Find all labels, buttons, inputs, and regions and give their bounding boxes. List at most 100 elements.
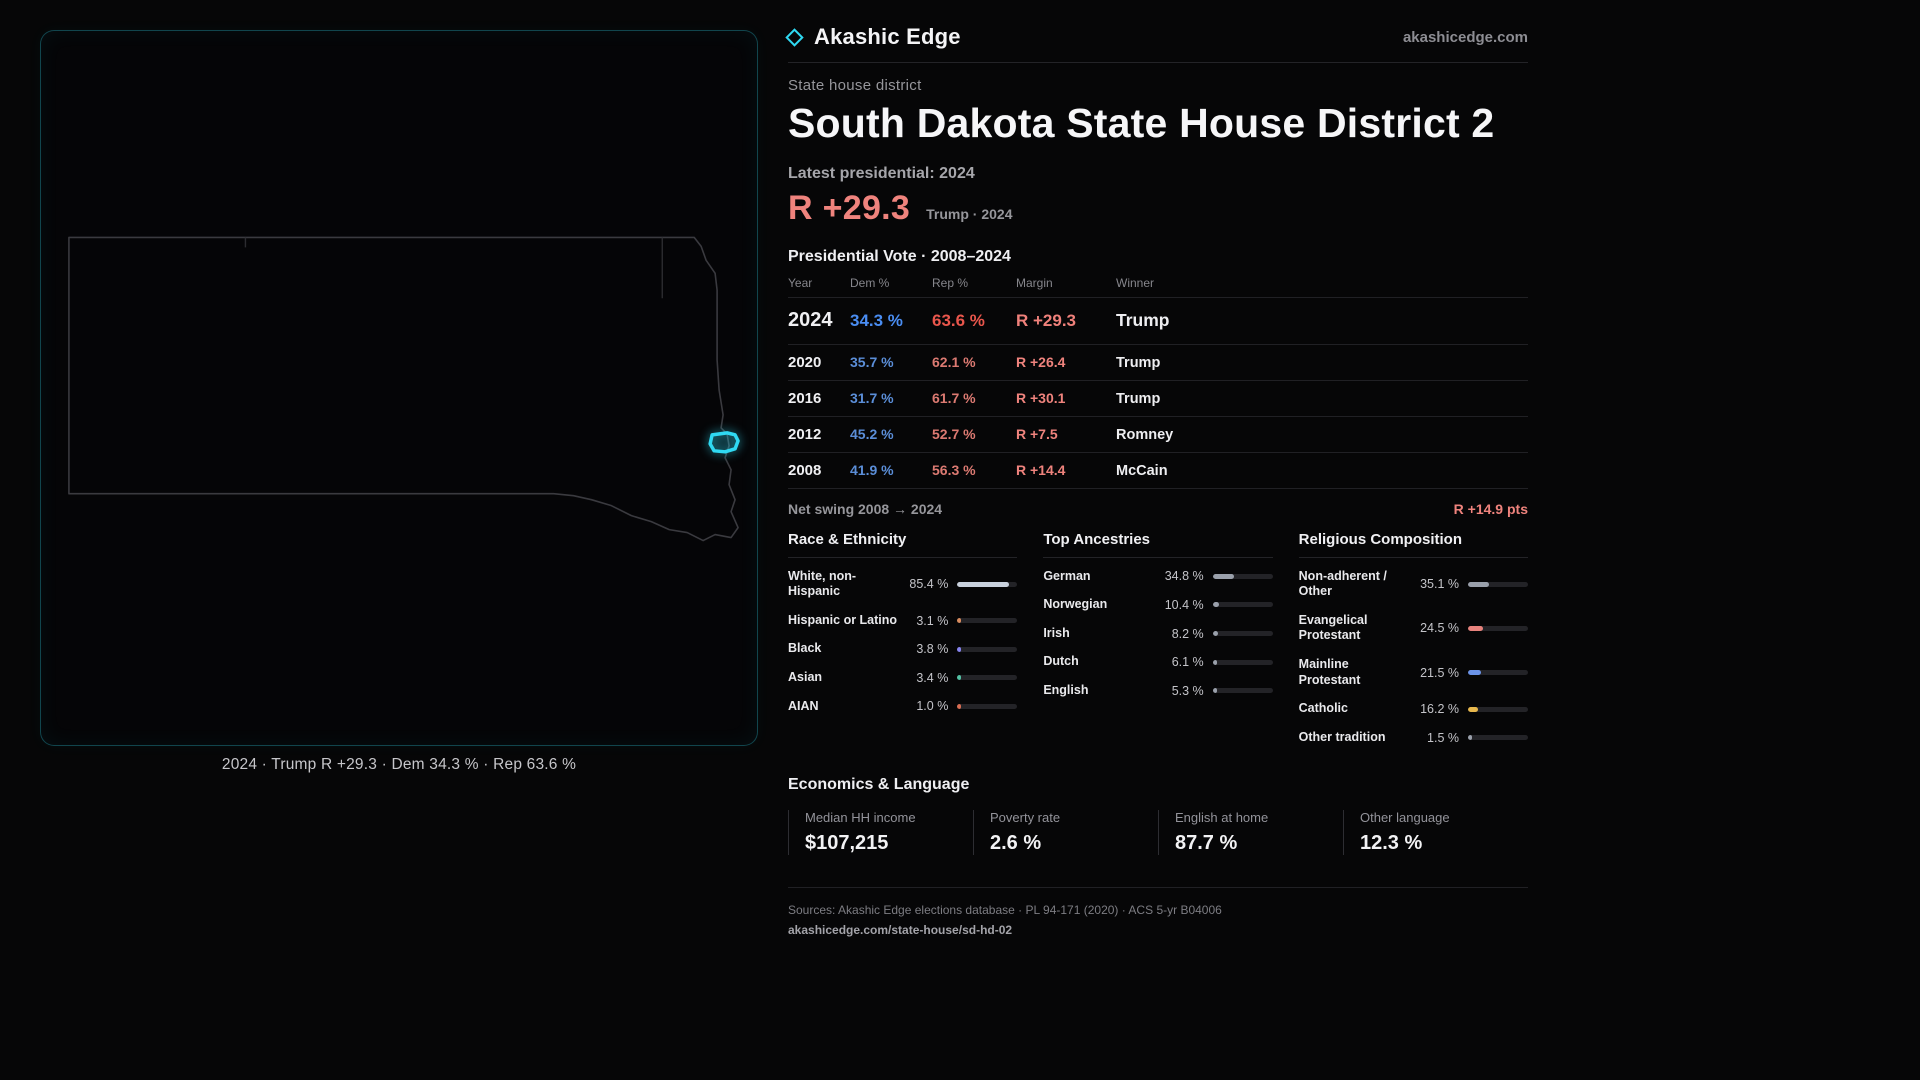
demo-value: 21.5 % [1420,665,1459,680]
demo-label: Hispanic or Latino [788,612,898,627]
winner-cell: Trump [1116,391,1161,407]
stat-value: 12.3 % [1360,832,1423,854]
winner-cell: McCain [1116,463,1168,479]
demo-bar-fill [1467,670,1481,676]
demo-bar [1467,735,1528,741]
brand: Akashic Edge [785,24,961,50]
footer: Sources: Akashic Edge elections database… [788,887,1528,937]
stat-label: Poverty rate [990,810,1061,825]
stat-value: $107,215 [805,832,889,854]
stat-median-hh-income: Median HH income $107,215 [788,810,973,855]
net-swing-value: R +14.9 pts [1453,501,1528,517]
site-link[interactable]: akashicedge.com [1402,28,1528,46]
headline-margin: R +29.3 [788,189,911,227]
kicker: State house district [788,77,922,94]
stat-poverty-rate: Poverty rate 2.6 % [973,810,1158,855]
brand-header: Akashic Edge akashicedge.com [785,24,1528,63]
demo-bar [1212,688,1273,694]
demo-bar-fill [1467,581,1490,587]
demo-bar [957,703,1018,709]
net-swing-label: Net swing 2008 → 2024 [788,501,943,517]
col-margin: Margin [1016,276,1053,290]
sources-line: Sources: Akashic Edge elections database… [788,903,1222,917]
stat-label: Median HH income [805,810,916,825]
diamond-logo-icon [785,27,804,47]
table-row-2012: 2012 45.2 % 52.7 % R +7.5 Romney [788,416,1528,452]
demo-value: 85.4 % [909,577,949,592]
demo-label: Norwegian [1043,597,1108,612]
demo-bar-fill [1212,573,1234,579]
winner-cell: Trump [1116,310,1170,330]
demo-label: White, non-Hispanic [788,568,857,599]
demo-bar-fill [957,618,962,624]
religion-rows: Non-adherent / Other 35.1 % Evangelical … [1299,562,1528,752]
demo-bar-fill [957,675,962,681]
headline-margin-row: R +29.3 Trump · 2024 [788,189,1528,228]
year-cell: 2012 [788,426,822,443]
headline-margin-note: Trump · 2024 [926,206,1013,222]
demo-value: 16.2 % [1420,702,1459,717]
demo-value: 3.4 % [916,670,949,685]
vote-table: Year Dem % Rep % Margin Winner 2024 34.3… [788,276,1528,517]
demo-bar-fill [1212,631,1218,637]
demo-label: Non-adherent / Other [1298,568,1387,599]
religion-column: Religious Composition Non-adherent / Oth… [1298,531,1528,752]
economics-title: Economics & Language [788,776,970,793]
margin-cell: R +7.5 [1016,426,1058,442]
stat-label: Other language [1360,810,1450,825]
stat-value: 2.6 % [990,832,1042,854]
district-highlight[interactable] [708,431,740,454]
demo-bar-fill [1467,625,1483,631]
stat-other-language: Other language 12.3 % [1343,810,1528,855]
margin-cell: R +30.1 [1016,390,1066,406]
demo-bar [1212,631,1273,637]
demo-bar [1212,573,1273,579]
list-item: English 5.3 % [1043,677,1273,706]
list-item: White, non-Hispanic 85.4 % [788,562,1018,606]
demo-label: Black [788,641,822,656]
demo-bar-fill [957,703,962,709]
demo-bar-fill [1467,735,1472,741]
demo-bar-fill [1212,659,1217,665]
demo-bar [957,675,1018,681]
demo-value: 34.8 % [1164,569,1204,584]
demo-bar-fill [1212,688,1217,694]
demo-value: 3.1 % [916,613,949,628]
demo-value: 8.2 % [1171,626,1204,641]
demo-bar [1212,659,1273,665]
demo-bar [957,581,1018,587]
winner-cell: Trump [1116,355,1161,371]
demo-value: 1.0 % [916,699,949,714]
demo-bar-fill [1467,706,1478,712]
state-outline-south-dakota [68,236,739,542]
demo-value: 6.1 % [1171,655,1204,670]
demo-bar [1467,581,1528,587]
demo-label: Other tradition [1298,729,1386,744]
vote-table-title: Presidential Vote · 2008–2024 [788,248,1011,265]
dem-cell: 45.2 % [850,426,894,442]
demo-value: 3.8 % [916,642,949,657]
col-dem: Dem % [850,276,890,290]
rep-cell: 63.6 % [932,311,985,330]
list-item: Asian 3.4 % [788,664,1018,693]
page-title: South Dakota State House District 2 [788,100,1495,146]
list-item: Evangelical Protestant 24.5 % [1299,606,1528,650]
demo-label: Asian [788,670,823,684]
demo-value: 1.5 % [1427,730,1459,745]
demo-value: 10.4 % [1164,597,1204,612]
dem-cell: 35.7 % [850,354,894,370]
stat-label: English at home [1175,810,1269,825]
permalink[interactable]: akashicedge.com/state-house/sd-hd-02 [788,923,1013,937]
demo-label: AIAN [788,698,819,713]
year-cell: 2020 [788,354,822,371]
demo-bar-fill [957,646,962,652]
stat-english-at-home: English at home 87.7 % [1158,810,1343,855]
brand-name: Akashic Edge [814,24,961,49]
demo-label: English [1043,683,1089,697]
list-item: AIAN 1.0 % [788,692,1018,721]
demo-label: Mainline Protestant [1298,657,1361,687]
col-year: Year [788,276,813,290]
list-item: Catholic 16.2 % [1299,695,1528,724]
section-title-ancestry: Top Ancestries [1043,531,1273,558]
